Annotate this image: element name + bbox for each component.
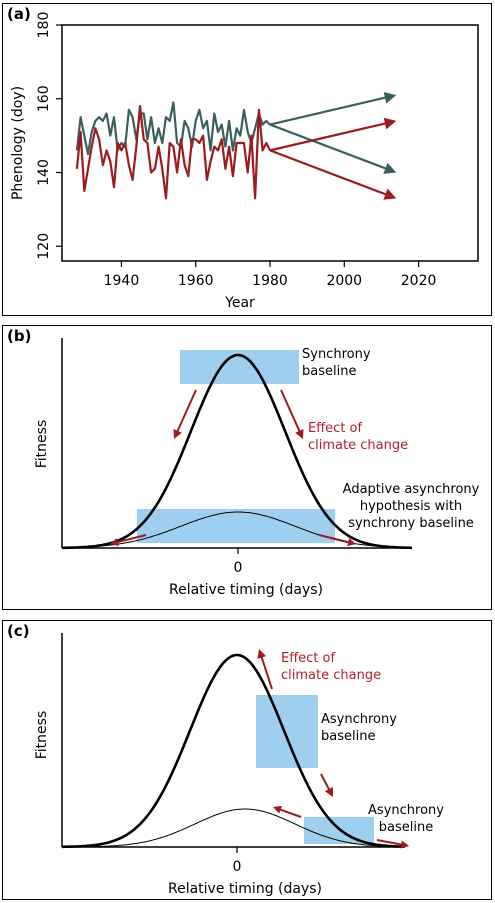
panel-b-label: (b)	[7, 327, 32, 345]
adaptive-text-b-line-2: hypothesis with	[360, 499, 462, 514]
adaptive-text-b-line-1: Adaptive asynchrony	[343, 482, 480, 497]
x-tick-label-a-2020: 2020	[401, 273, 437, 289]
projection-arrow-dark-2-head	[383, 162, 397, 174]
series-line-red	[75, 104, 271, 200]
chart-b-svg: 0 Fitness Relative timing (days) Synchrony b…	[34, 338, 480, 598]
adaptive-text-b-line-3: synchrony baseline	[348, 516, 474, 531]
chart-a-svg: 120 140 160 180 1940 1960 1980 2000 2020 Phenolog…	[10, 12, 479, 311]
effect-arrow-b-left-head	[173, 429, 182, 439]
asynchrony-baseline-box-1	[256, 695, 318, 768]
effect-text-b-line-2: climate change	[308, 438, 408, 453]
effect-arrow-b-left-shaft	[175, 389, 197, 434]
x-tick-label-b-0: 0	[234, 560, 243, 576]
y-axis-label-b: Fitness	[34, 420, 50, 469]
adaptive-arrow-c-right-head	[400, 840, 409, 849]
asynchrony-baseline-text-2-line-2: baseline	[379, 820, 433, 835]
effect-arrow-c-down-head	[324, 787, 333, 797]
synchrony-baseline-text-line-1: Synchrony	[302, 347, 371, 362]
effect-text-b-line-1: Effect of	[308, 421, 362, 436]
effect-arrow-b-right-head	[295, 429, 304, 439]
effect-arrow-c-up-head	[257, 649, 267, 659]
adaptive-arrow-c-left-head	[273, 805, 282, 814]
asynchrony-baseline-text-1-line-1: Asynchrony	[321, 712, 397, 727]
adaptive-arrow-c-left-shaft	[277, 807, 302, 818]
x-tick-label-a-1940: 1940	[104, 273, 140, 289]
projection-arrow-dark-1-head	[383, 91, 397, 104]
x-tick-label-a-2000: 2000	[326, 273, 362, 289]
effect-text-c-line-2: climate change	[281, 668, 381, 683]
effect-arrow-b-right-shaft	[280, 389, 302, 434]
chart-c-svg: 0 Fitness Relative timing (days) Effect of c…	[34, 633, 444, 897]
adaptive-baseline-box	[137, 509, 335, 543]
adaptive-arrow-c-right-shaft	[376, 839, 404, 846]
asynchrony-baseline-box-2	[304, 817, 374, 844]
synchrony-curve-b	[62, 353, 412, 550]
y-tick-label-a-160: 160	[36, 85, 52, 112]
series-line-dark	[75, 101, 271, 156]
adaptive-arrow-b-right-shaft	[318, 534, 351, 544]
adaptive-curve-c	[61, 808, 405, 848]
x-tick-label-c-0: 0	[233, 859, 242, 875]
adaptive-arrow-b-left-shaft	[114, 534, 147, 544]
effect-arrow-c-down-shaft	[320, 773, 332, 793]
projection-arrow-red-3-shaft	[269, 121, 389, 152]
adaptive-arrow-b-right-head	[347, 538, 356, 547]
adaptive-arrow-b-left-head	[110, 538, 119, 547]
panel-a-label: (a)	[7, 5, 31, 23]
x-tick-label-a-1980: 1980	[252, 273, 288, 289]
y-axis-label-c: Fitness	[34, 711, 50, 760]
effect-arrow-c-up-shaft	[259, 654, 273, 690]
projection-arrow-dark-1-shaft	[269, 95, 389, 126]
panel-c-label: (c)	[7, 622, 30, 640]
y-tick-label-a-140: 140	[36, 159, 52, 186]
panel-c: (c)	[2, 620, 492, 900]
y-axis-label-a: Phenology (doy)	[10, 86, 26, 200]
projection-arrow-red-4-shaft	[269, 149, 390, 197]
x-axis-label-c: Relative timing (days)	[168, 881, 322, 897]
asynchrony-baseline-text-2-line-1: Asynchrony	[368, 803, 444, 818]
y-tick-label-a-120: 120	[36, 233, 52, 260]
x-tick-label-a-1960: 1960	[178, 273, 214, 289]
effect-text-c-line-1: Effect of	[281, 651, 335, 666]
x-axis-label-b: Relative timing (days)	[169, 582, 323, 598]
y-tick-label-a-180: 180	[36, 12, 52, 39]
synchrony-baseline-text-line-2: baseline	[302, 364, 356, 379]
x-axis-label-a: Year	[224, 295, 255, 311]
projection-arrow-dark-2-shaft	[269, 123, 390, 171]
asynchrony-curve-c	[62, 653, 405, 849]
asynchrony-baseline-text-1-line-2: baseline	[321, 729, 375, 744]
projection-arrow-red-3-head	[383, 117, 397, 130]
projection-arrow-red-4-head	[383, 188, 397, 200]
